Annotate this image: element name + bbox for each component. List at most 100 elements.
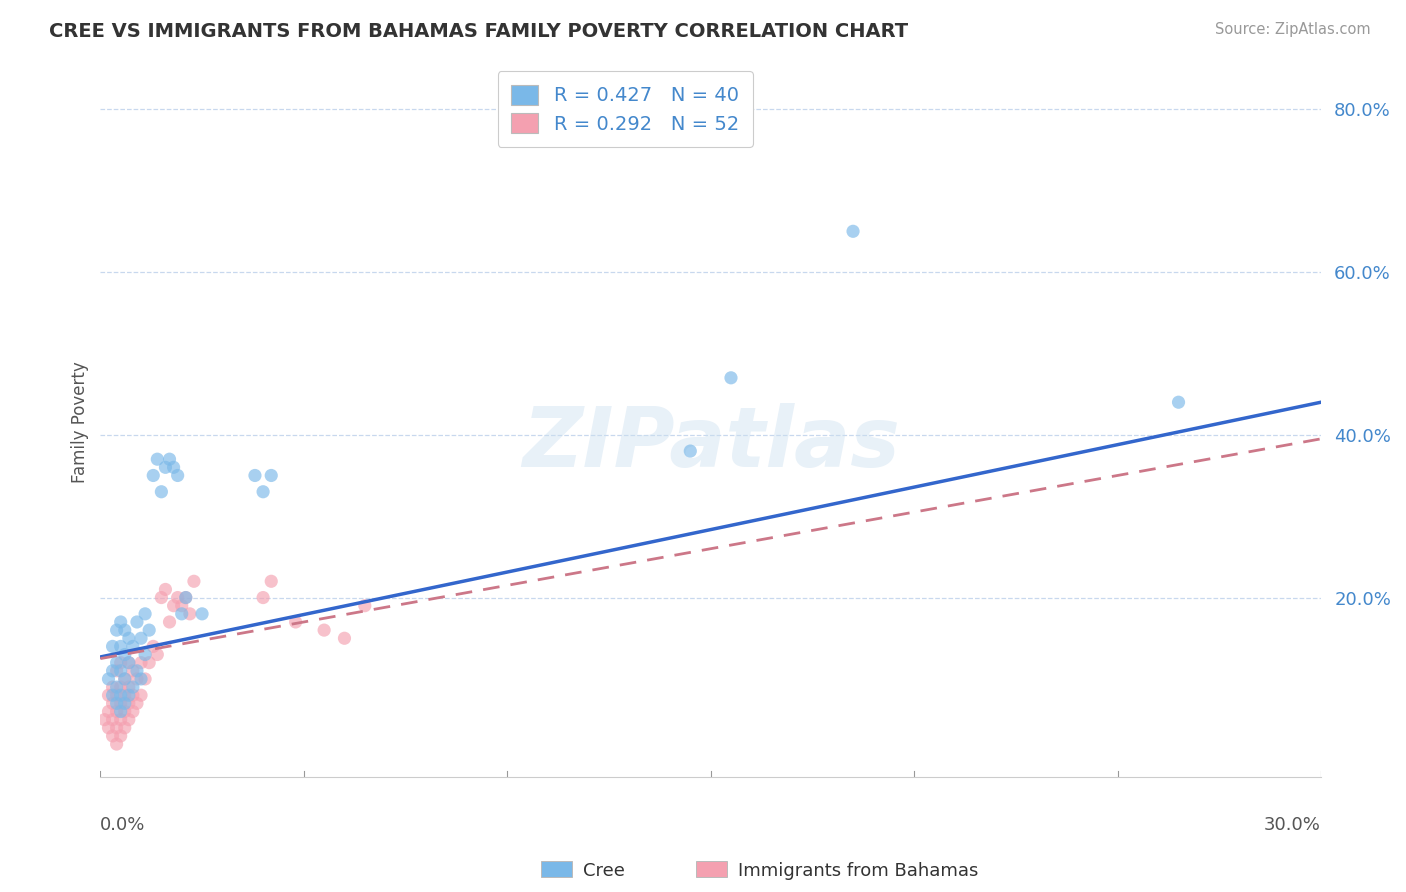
- Text: 0.0%: 0.0%: [100, 815, 146, 833]
- Point: [1167, 395, 1189, 409]
- Text: Immigrants from Bahamas: Immigrants from Bahamas: [738, 862, 979, 880]
- Point: [110, 697, 132, 711]
- Point: [170, 607, 193, 621]
- Legend: R = 0.427   N = 40, R = 0.292   N = 52: R = 0.427 N = 40, R = 0.292 N = 52: [498, 71, 752, 147]
- Point: [97, 705, 120, 719]
- Point: [142, 468, 165, 483]
- Point: [97, 672, 120, 686]
- Point: [183, 574, 205, 589]
- Point: [260, 574, 283, 589]
- Point: [101, 664, 124, 678]
- Text: Cree: Cree: [583, 862, 626, 880]
- Point: [138, 623, 160, 637]
- Point: [114, 623, 136, 637]
- Point: [105, 721, 128, 735]
- Point: [260, 468, 283, 483]
- Point: [122, 640, 145, 654]
- Point: [105, 697, 128, 711]
- Point: [191, 607, 214, 621]
- Point: [114, 705, 136, 719]
- Point: [174, 591, 197, 605]
- Text: Source: ZipAtlas.com: Source: ZipAtlas.com: [1215, 22, 1371, 37]
- Point: [179, 607, 201, 621]
- Point: [333, 632, 356, 646]
- Point: [97, 688, 120, 702]
- Point: [114, 721, 136, 735]
- Point: [284, 615, 307, 629]
- Point: [125, 672, 148, 686]
- Point: [129, 688, 152, 702]
- Point: [122, 664, 145, 678]
- Point: [110, 705, 132, 719]
- Text: ZIPatlas: ZIPatlas: [522, 403, 900, 484]
- Point: [114, 697, 136, 711]
- Point: [243, 468, 266, 483]
- Point: [150, 591, 173, 605]
- Point: [101, 688, 124, 702]
- Point: [105, 623, 128, 637]
- Point: [101, 680, 124, 694]
- Point: [105, 664, 128, 678]
- Point: [252, 484, 274, 499]
- Point: [162, 460, 184, 475]
- Point: [252, 591, 274, 605]
- Point: [110, 713, 132, 727]
- Point: [159, 452, 181, 467]
- Point: [679, 444, 702, 458]
- Point: [105, 680, 128, 694]
- Point: [110, 729, 132, 743]
- Point: [114, 672, 136, 686]
- Point: [155, 460, 177, 475]
- Point: [155, 582, 177, 597]
- Point: [125, 615, 148, 629]
- Point: [118, 656, 141, 670]
- Point: [114, 672, 136, 686]
- Point: [134, 672, 156, 686]
- Point: [122, 705, 145, 719]
- Point: [110, 615, 132, 629]
- Point: [150, 484, 173, 499]
- Point: [118, 713, 141, 727]
- Point: [159, 615, 181, 629]
- Point: [146, 648, 169, 662]
- Point: [118, 688, 141, 702]
- Point: [110, 688, 132, 702]
- Point: [93, 713, 115, 727]
- Point: [101, 640, 124, 654]
- Point: [720, 371, 742, 385]
- Point: [110, 640, 132, 654]
- Point: [174, 591, 197, 605]
- Point: [97, 721, 120, 735]
- Point: [134, 607, 156, 621]
- Point: [118, 697, 141, 711]
- Point: [166, 468, 188, 483]
- Point: [125, 664, 148, 678]
- Y-axis label: Family Poverty: Family Poverty: [72, 361, 89, 483]
- Point: [129, 672, 152, 686]
- Point: [129, 656, 152, 670]
- Point: [101, 713, 124, 727]
- Point: [114, 688, 136, 702]
- Point: [105, 688, 128, 702]
- Point: [162, 599, 184, 613]
- Point: [118, 680, 141, 694]
- Point: [110, 664, 132, 678]
- Point: [138, 656, 160, 670]
- Point: [314, 623, 336, 637]
- Point: [114, 648, 136, 662]
- Point: [110, 656, 132, 670]
- Point: [170, 599, 193, 613]
- Point: [118, 632, 141, 646]
- Point: [105, 705, 128, 719]
- Point: [122, 688, 145, 702]
- Point: [125, 697, 148, 711]
- Point: [842, 224, 865, 238]
- Point: [105, 737, 128, 751]
- Point: [105, 656, 128, 670]
- Point: [142, 640, 165, 654]
- Point: [118, 656, 141, 670]
- Point: [122, 680, 145, 694]
- Text: 30.0%: 30.0%: [1264, 815, 1320, 833]
- Point: [129, 632, 152, 646]
- Point: [146, 452, 169, 467]
